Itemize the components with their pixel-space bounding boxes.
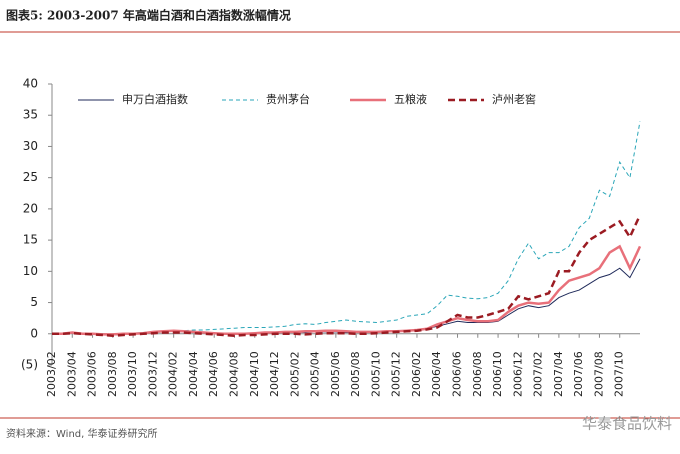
x-tick-label: 2006/12: [511, 351, 524, 397]
y-tick-label: 15: [23, 233, 38, 247]
x-tick-label: 2003/10: [126, 351, 139, 397]
y-tick-label: 35: [23, 108, 38, 122]
y-tick-label: 20: [23, 201, 38, 215]
legend-label: 贵州茅台: [266, 92, 310, 106]
y-tick-label: 0: [30, 326, 38, 340]
legend-label: 五粮液: [394, 92, 427, 106]
series-line: [52, 244, 642, 336]
x-tick-label: 2007/08: [592, 351, 605, 397]
x-tick-label: 2004/12: [268, 351, 281, 397]
x-tick-label: 2006/04: [430, 351, 443, 397]
x-tick-label: 2005/08: [349, 351, 362, 397]
x-tick-label: 2007/10: [613, 351, 626, 397]
x-tick-label: 2003/04: [65, 351, 78, 397]
chart-title: 图表5: 2003-2007 年高端白酒和白酒指数涨幅情况: [6, 8, 291, 23]
x-tick-label: 2006/02: [410, 351, 423, 397]
y-tick-label: 10: [23, 264, 38, 278]
x-tick-label: 2003/08: [106, 351, 119, 397]
x-tick-label: 2004/10: [248, 351, 261, 397]
x-tick-label: 2007/06: [572, 351, 585, 397]
x-tick-label: 2006/08: [471, 351, 484, 397]
x-tick-label: 2004/08: [227, 351, 240, 397]
x-tick-label: 2007/04: [552, 351, 565, 397]
y-tick-label: 30: [23, 139, 38, 153]
legend-label: 申万白酒指数: [122, 92, 188, 106]
source: 资料来源：Wind, 华泰证券研究所: [6, 427, 158, 440]
x-tick-label: 2005/02: [288, 351, 301, 397]
y-tick-label: 40: [23, 77, 38, 91]
x-tick-label: 2007/02: [532, 351, 545, 397]
watermark: 华泰食品饮料: [582, 415, 672, 433]
y-tick-label: (5): [21, 358, 38, 372]
legend-label: 泸州老窖: [492, 92, 536, 106]
series-line: [52, 214, 642, 337]
series-line: [52, 121, 641, 335]
x-tick-label: 2005/06: [329, 351, 342, 397]
x-tick-label: 2003/12: [146, 351, 159, 397]
x-tick-label: 2003/02: [45, 351, 58, 397]
x-tick-label: 2006/10: [491, 351, 504, 397]
x-tick-label: 2004/06: [207, 351, 220, 397]
y-tick-label: 25: [23, 170, 38, 184]
x-tick-label: 2005/10: [369, 351, 382, 397]
y-tick-label: 5: [30, 295, 38, 309]
x-tick-label: 2004/04: [187, 351, 200, 397]
x-tick-label: 2006/06: [451, 351, 464, 397]
x-tick-label: 2005/12: [390, 351, 403, 397]
x-tick-label: 2003/06: [86, 351, 99, 397]
x-tick-label: 2005/04: [309, 351, 322, 397]
x-tick-label: 2004/02: [167, 351, 180, 397]
